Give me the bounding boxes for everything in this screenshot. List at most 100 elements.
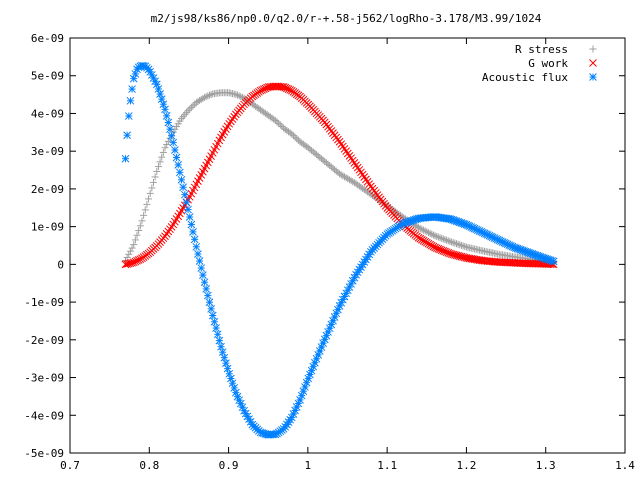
data-point: [273, 118, 281, 126]
data-point: [309, 362, 318, 371]
data-point: [215, 336, 224, 345]
y-tick-label: -1e-09: [24, 296, 64, 309]
data-point: [187, 103, 195, 111]
y-tick-label: 0: [57, 258, 64, 271]
data-point: [289, 132, 297, 140]
data-point: [207, 305, 215, 313]
data-point: [177, 175, 186, 184]
data-point: [174, 161, 183, 169]
data-point: [184, 205, 192, 214]
data-point: [428, 230, 436, 238]
data-point: [130, 241, 138, 249]
data-point: [426, 229, 434, 237]
series-acoustic-flux: [121, 61, 558, 439]
data-point: [167, 131, 176, 140]
data-point: [448, 238, 456, 246]
data-point: [194, 250, 202, 258]
x-tick-label: 1.1: [377, 459, 397, 472]
data-point: [415, 224, 423, 232]
data-point: [162, 111, 171, 120]
data-point: [135, 227, 143, 235]
legend-marker: [589, 45, 597, 53]
axes: 0.7 0.8 0.9 1 1.1 1.2 1.3 1.4 -5e-09 -4e-09 -3e-09…: [24, 32, 635, 472]
data-point: [230, 384, 239, 392]
data-point: [159, 148, 167, 156]
data-point: [123, 131, 132, 140]
data-point: [452, 240, 460, 248]
data-point: [420, 226, 428, 234]
data-point: [156, 158, 164, 166]
data-point: [138, 217, 146, 225]
data-point: [456, 241, 464, 249]
data-point: [136, 255, 145, 264]
data-point: [222, 359, 230, 368]
data-point: [207, 91, 215, 99]
legend-label: G work: [528, 57, 568, 70]
data-point: [217, 342, 225, 351]
data-point: [125, 250, 133, 258]
data-point: [202, 93, 210, 101]
data-point: [218, 348, 227, 357]
data-point: [278, 123, 286, 131]
y-tick-label: -2e-09: [24, 334, 64, 347]
data-point: [423, 228, 431, 236]
data-point: [443, 236, 451, 244]
data-point: [549, 257, 558, 266]
data-point: [141, 206, 149, 214]
data-point: [180, 190, 189, 199]
data-point: [439, 235, 447, 243]
data-point: [204, 92, 212, 100]
data-point: [156, 90, 164, 98]
data-point: [451, 239, 459, 247]
data-point: [129, 74, 138, 83]
data-point: [146, 189, 154, 197]
data-point: [157, 95, 166, 103]
y-tick-label: -3e-09: [24, 372, 64, 385]
x-tick-label: 0.8: [139, 459, 159, 472]
data-point: [189, 102, 197, 110]
data-point: [121, 154, 130, 163]
data-point: [136, 222, 144, 230]
data-point: [438, 234, 446, 242]
data-point: [444, 237, 452, 245]
data-point: [210, 317, 219, 326]
data-point: [205, 91, 213, 99]
data-point: [140, 211, 148, 219]
data-point: [184, 107, 192, 115]
data-point: [434, 233, 442, 241]
data-point: [148, 184, 156, 192]
data-point: [203, 291, 212, 300]
data-marks: [121, 61, 558, 439]
data-point: [161, 144, 169, 152]
data-point: [418, 225, 426, 233]
data-point: [297, 391, 306, 400]
data-point: [163, 141, 171, 149]
data-point: [197, 264, 206, 272]
data-point: [306, 370, 314, 379]
data-point: [416, 224, 424, 232]
data-point: [171, 146, 179, 154]
chart-title: m2/js98/ks86/np0.0/q2.0/r-+.58-j562/logR…: [151, 12, 542, 25]
data-point: [299, 387, 308, 396]
x-tick-label: 0.7: [60, 459, 80, 472]
data-point: [195, 257, 204, 265]
data-point: [128, 244, 136, 252]
data-point: [275, 119, 283, 127]
data-point: [126, 96, 135, 105]
data-point: [433, 232, 441, 240]
data-point: [228, 379, 237, 388]
data-point: [153, 167, 161, 175]
data-point: [151, 173, 159, 181]
data-point: [200, 278, 209, 287]
y-tick-label: 2e-09: [31, 183, 64, 196]
data-point: [128, 85, 136, 93]
data-point: [446, 237, 454, 245]
data-point: [345, 283, 354, 291]
data-point: [461, 242, 469, 250]
data-point: [159, 100, 168, 109]
x-tick-label: 0.9: [219, 459, 239, 472]
data-point: [186, 105, 194, 113]
y-tick-label: 1e-09: [31, 221, 64, 234]
data-point: [449, 239, 457, 247]
